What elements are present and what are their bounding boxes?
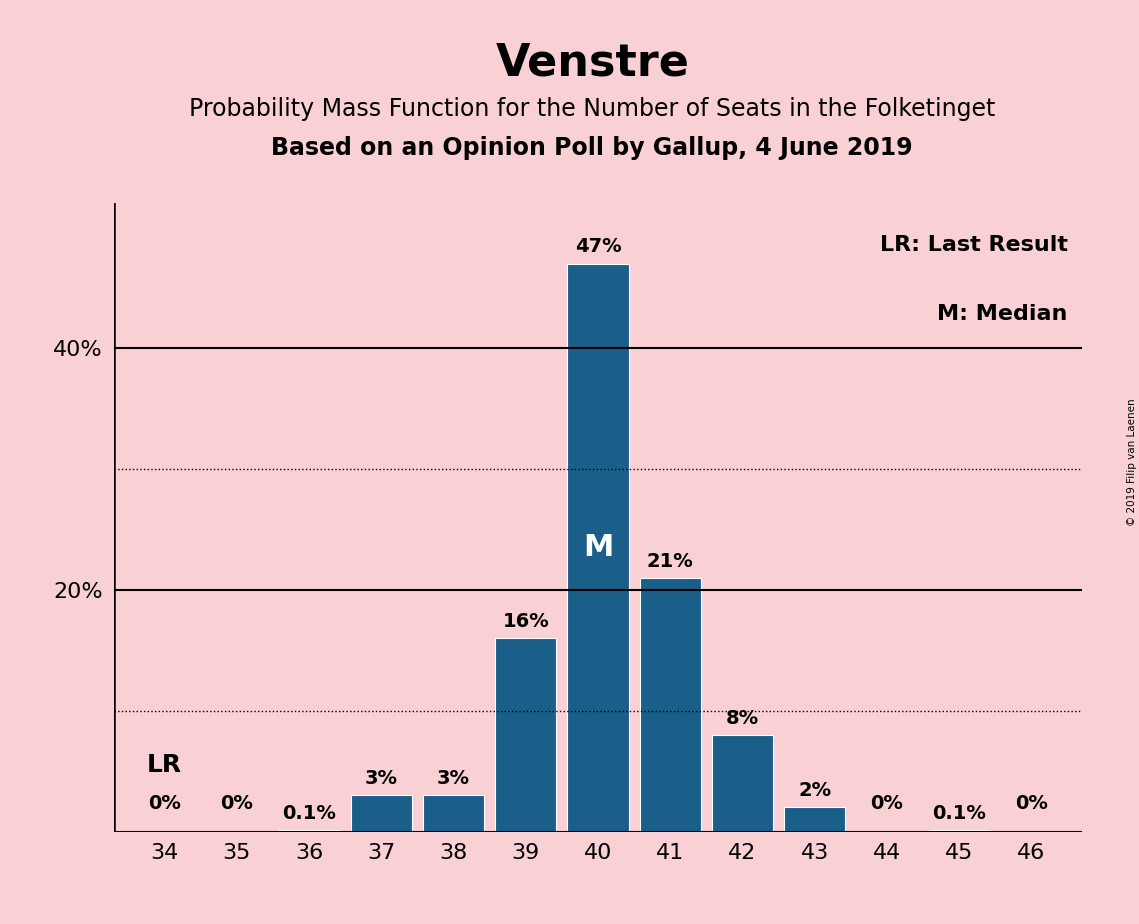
Text: 8%: 8% <box>726 709 759 728</box>
Text: 3%: 3% <box>437 769 470 788</box>
Bar <box>351 796 412 832</box>
Text: Venstre: Venstre <box>495 42 689 85</box>
Text: © 2019 Filip van Laenen: © 2019 Filip van Laenen <box>1126 398 1137 526</box>
Bar <box>784 808 845 832</box>
Text: 0%: 0% <box>870 795 903 813</box>
Text: 16%: 16% <box>502 612 549 631</box>
Text: 21%: 21% <box>647 552 694 571</box>
Text: Based on an Opinion Poll by Gallup, 4 June 2019: Based on an Opinion Poll by Gallup, 4 Ju… <box>271 136 913 160</box>
Bar <box>928 831 990 832</box>
Bar <box>278 831 339 832</box>
Text: 0.1%: 0.1% <box>282 804 336 823</box>
Text: Probability Mass Function for the Number of Seats in the Folketinget: Probability Mass Function for the Number… <box>189 97 995 121</box>
Text: M: Median: M: Median <box>937 304 1067 323</box>
Text: 0.1%: 0.1% <box>933 804 986 823</box>
Bar <box>639 578 700 832</box>
Bar <box>423 796 484 832</box>
Bar <box>567 263 629 832</box>
Text: 0%: 0% <box>148 795 181 813</box>
Text: 0%: 0% <box>1015 795 1048 813</box>
Text: 2%: 2% <box>798 781 831 800</box>
Text: LR: Last Result: LR: Last Result <box>879 235 1067 255</box>
Text: LR: LR <box>147 753 182 777</box>
Text: M: M <box>583 533 613 562</box>
Bar <box>712 735 773 832</box>
Text: 47%: 47% <box>575 237 621 257</box>
Bar <box>495 638 557 832</box>
Text: 0%: 0% <box>220 795 253 813</box>
Text: 3%: 3% <box>364 769 398 788</box>
